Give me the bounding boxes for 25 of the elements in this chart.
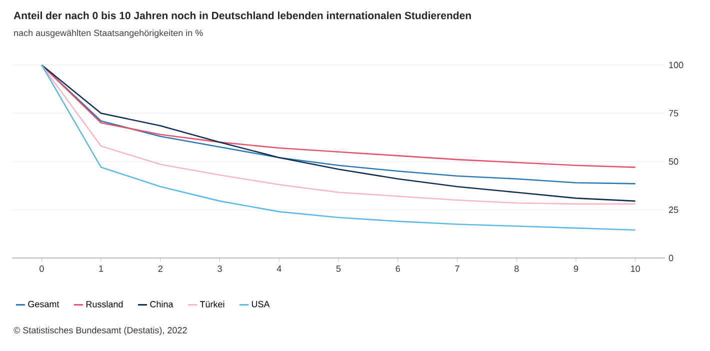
x-tick-label: 0	[40, 266, 44, 272]
chart-title: Anteil der nach 0 bis 10 Jahren noch in Deutschland lebenden internationalen Studierenden	[14, 12, 471, 20]
x-tick-label: 9	[574, 266, 578, 272]
legend-label: Russland	[86, 300, 123, 308]
chart-subtitle: nach ausgewählten Staatsangehörigkeiten in %	[14, 30, 203, 38]
y-tick-label: 75	[668, 110, 678, 116]
y-tick-label: 0	[668, 254, 674, 262]
x-tick-label: 3	[218, 266, 222, 272]
x-tick-label: 4	[276, 266, 282, 272]
line-series	[41, 64, 636, 231]
y-tick-label: 100	[669, 62, 684, 68]
legend-label: China	[150, 300, 174, 308]
x-tick-label: 8	[514, 266, 519, 272]
x-tick-label: 6	[396, 266, 400, 272]
y-tick-label: 25	[668, 206, 678, 213]
text: © Statistisches Bundesamt (Destatis), 2022	[14, 326, 187, 336]
legend-label: Türkei	[200, 300, 224, 308]
y-tick-label: 50	[668, 158, 678, 165]
x-tick-label: 1	[99, 266, 104, 272]
legend-label: Gesamt	[28, 300, 60, 308]
x-tick-label: 10	[631, 266, 640, 272]
x-tick-label: 2	[158, 266, 162, 272]
legend-label: USA	[252, 300, 270, 308]
x-tick-label: 5	[336, 266, 341, 272]
x-tick-label: 7	[455, 266, 460, 272]
